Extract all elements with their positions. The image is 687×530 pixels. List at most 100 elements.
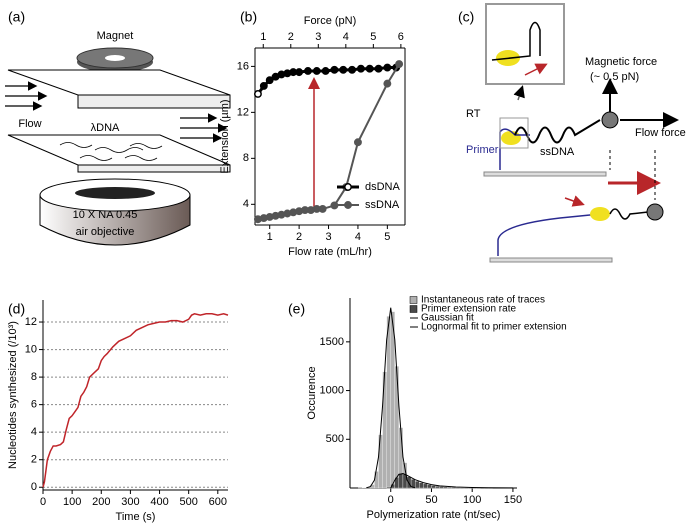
tether-diagram: Magnetic force (~ 0.5 pN) Flow force RT … (466, 3, 686, 263)
panel-label: (d) (8, 301, 25, 317)
label: Magnet (97, 30, 134, 42)
arrow (564, 195, 585, 207)
y-axis-label: Extension (µm) (219, 99, 231, 173)
x-axis-label: Polymerization rate (nt/sec) (367, 509, 501, 521)
label: ssDNA (540, 146, 575, 158)
slab (7, 134, 231, 166)
y-tick-label: 4 (243, 198, 249, 210)
bar (427, 484, 432, 489)
hairpin (491, 21, 541, 61)
slab (77, 164, 231, 173)
point (383, 63, 392, 72)
x-tick-label: 100 (63, 496, 81, 508)
point (318, 204, 327, 213)
point (339, 65, 348, 74)
bar (431, 485, 436, 489)
legend-label: ssDNA (365, 199, 400, 211)
x-tick-label: 5 (384, 231, 390, 243)
fit-line (366, 307, 416, 489)
slab (77, 94, 231, 109)
bar (439, 486, 444, 489)
panel-label: (b) (240, 9, 257, 25)
x-tick-label: 50 (425, 494, 437, 506)
x-tick-label: 400 (150, 496, 168, 508)
point (312, 67, 321, 75)
line (42, 312, 229, 488)
bar (443, 486, 448, 489)
rt-enzyme (590, 207, 610, 221)
fit-line (390, 473, 513, 489)
slab (7, 69, 231, 96)
objective-lens (75, 187, 155, 199)
y-tick-label: 2 (31, 454, 37, 466)
y-tick-label: 12 (237, 106, 249, 118)
x-axis-label: Time (s) (116, 511, 156, 523)
legend-marker (344, 201, 352, 209)
panel-label: (a) (8, 9, 25, 25)
bar (398, 473, 404, 489)
bar (447, 486, 452, 489)
x-tick-label: 600 (209, 496, 227, 508)
arrow (513, 85, 525, 101)
y-tick-label: 10 (25, 343, 37, 355)
x-tick-label: 4 (355, 231, 361, 243)
x-tick-label: 100 (463, 494, 481, 506)
x2-tick-label: 4 (343, 31, 349, 43)
point (321, 67, 330, 75)
point (395, 60, 404, 69)
label: (~ 0.5 pN) (590, 71, 639, 83)
label: 10 X NA 0.45 (73, 209, 138, 221)
x-tick-label: 0 (388, 494, 394, 506)
ssdna (609, 208, 649, 220)
setup-diagram: Magnet Flow λDNA 10 X NA 0.45 air object… (5, 30, 231, 246)
y-tick-label: 4 (31, 426, 37, 438)
y-tick-label: 8 (243, 152, 249, 164)
x2-tick-label: 5 (370, 31, 376, 43)
point (365, 64, 374, 73)
point (353, 138, 362, 147)
x2-tick-label: 1 (260, 31, 266, 43)
bar (419, 482, 424, 489)
label: Flow force (635, 127, 686, 139)
bar (394, 366, 400, 489)
y-tick-label: 12 (25, 316, 37, 328)
label: Primer (466, 144, 499, 156)
x-axis-label: Flow rate (mL/hr) (288, 246, 372, 258)
y-axis-label: Nucleotides synthesized (/10³) (7, 321, 19, 469)
point (383, 79, 392, 88)
label: Magnetic force (585, 56, 657, 68)
rt-enzyme (501, 131, 521, 145)
x2-tick-label: 6 (398, 31, 404, 43)
x-tick-label: 0 (40, 496, 46, 508)
bar (386, 486, 391, 489)
y-tick-label: 6 (31, 399, 37, 411)
legend-label: Gaussian fit (421, 313, 474, 324)
legend-swatch (409, 305, 418, 313)
line (257, 63, 400, 221)
legend-label: dsDNA (365, 181, 401, 193)
x2-axis-label: Force (pN) (304, 15, 357, 27)
surface (489, 257, 613, 263)
label: Flow (18, 118, 41, 130)
point (330, 201, 339, 210)
y-axis-label: Occurence (306, 366, 318, 419)
x-tick-label: 150 (504, 494, 522, 506)
point (295, 68, 304, 77)
legend-label: Lognormal fit to primer extension (421, 322, 567, 333)
x-tick-label: 3 (325, 231, 331, 243)
magnet-hole (105, 55, 125, 61)
point (259, 81, 268, 90)
legend-label: Primer extension rate (421, 304, 516, 315)
surface (483, 171, 607, 177)
bar (435, 485, 440, 489)
ssdna (514, 119, 601, 144)
y-tick-label: 1500 (320, 336, 344, 348)
arrow (524, 63, 548, 76)
zoom-box (485, 3, 565, 85)
panel-label: (e) (288, 301, 305, 317)
bead (646, 203, 664, 221)
x2-tick-label: 3 (315, 31, 321, 43)
zoom-region (499, 117, 529, 149)
legend-label: Instantaneous rate of traces (421, 295, 545, 306)
bar (386, 316, 391, 489)
